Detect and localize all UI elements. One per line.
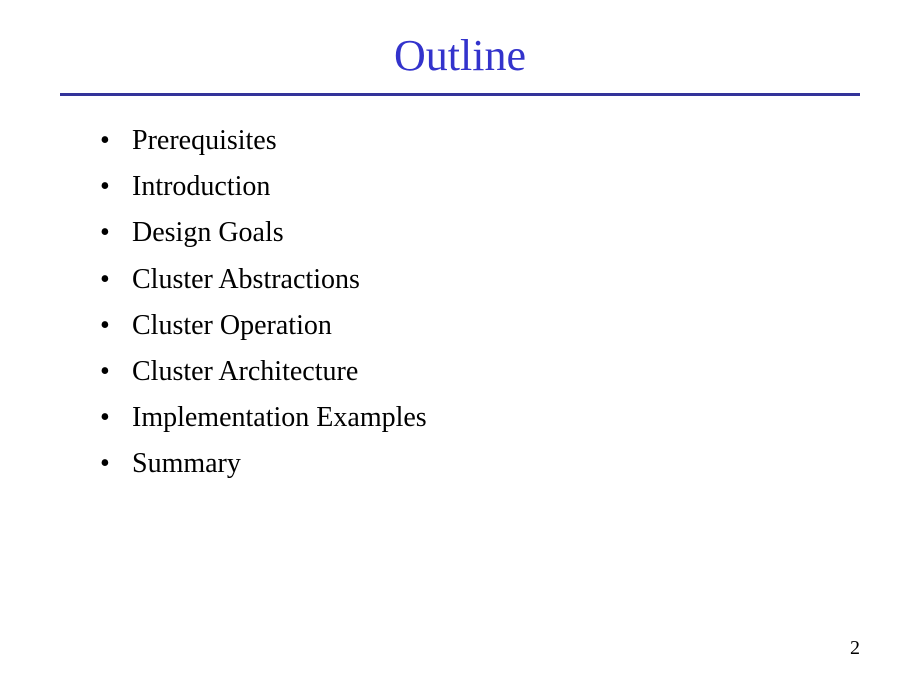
slide-container: Outline Prerequisites Introduction Desig… [0,0,920,690]
outline-list: Prerequisites Introduction Design Goals … [60,118,860,488]
list-item: Cluster Architecture [100,349,860,395]
list-item: Introduction [100,164,860,210]
slide-title: Outline [60,30,860,81]
list-item: Summary [100,441,860,487]
list-item: Cluster Operation [100,303,860,349]
list-item: Implementation Examples [100,395,860,441]
list-item: Cluster Abstractions [100,257,860,303]
page-number: 2 [850,637,860,660]
list-item: Design Goals [100,210,860,256]
list-item: Prerequisites [100,118,860,164]
title-divider [60,93,860,96]
